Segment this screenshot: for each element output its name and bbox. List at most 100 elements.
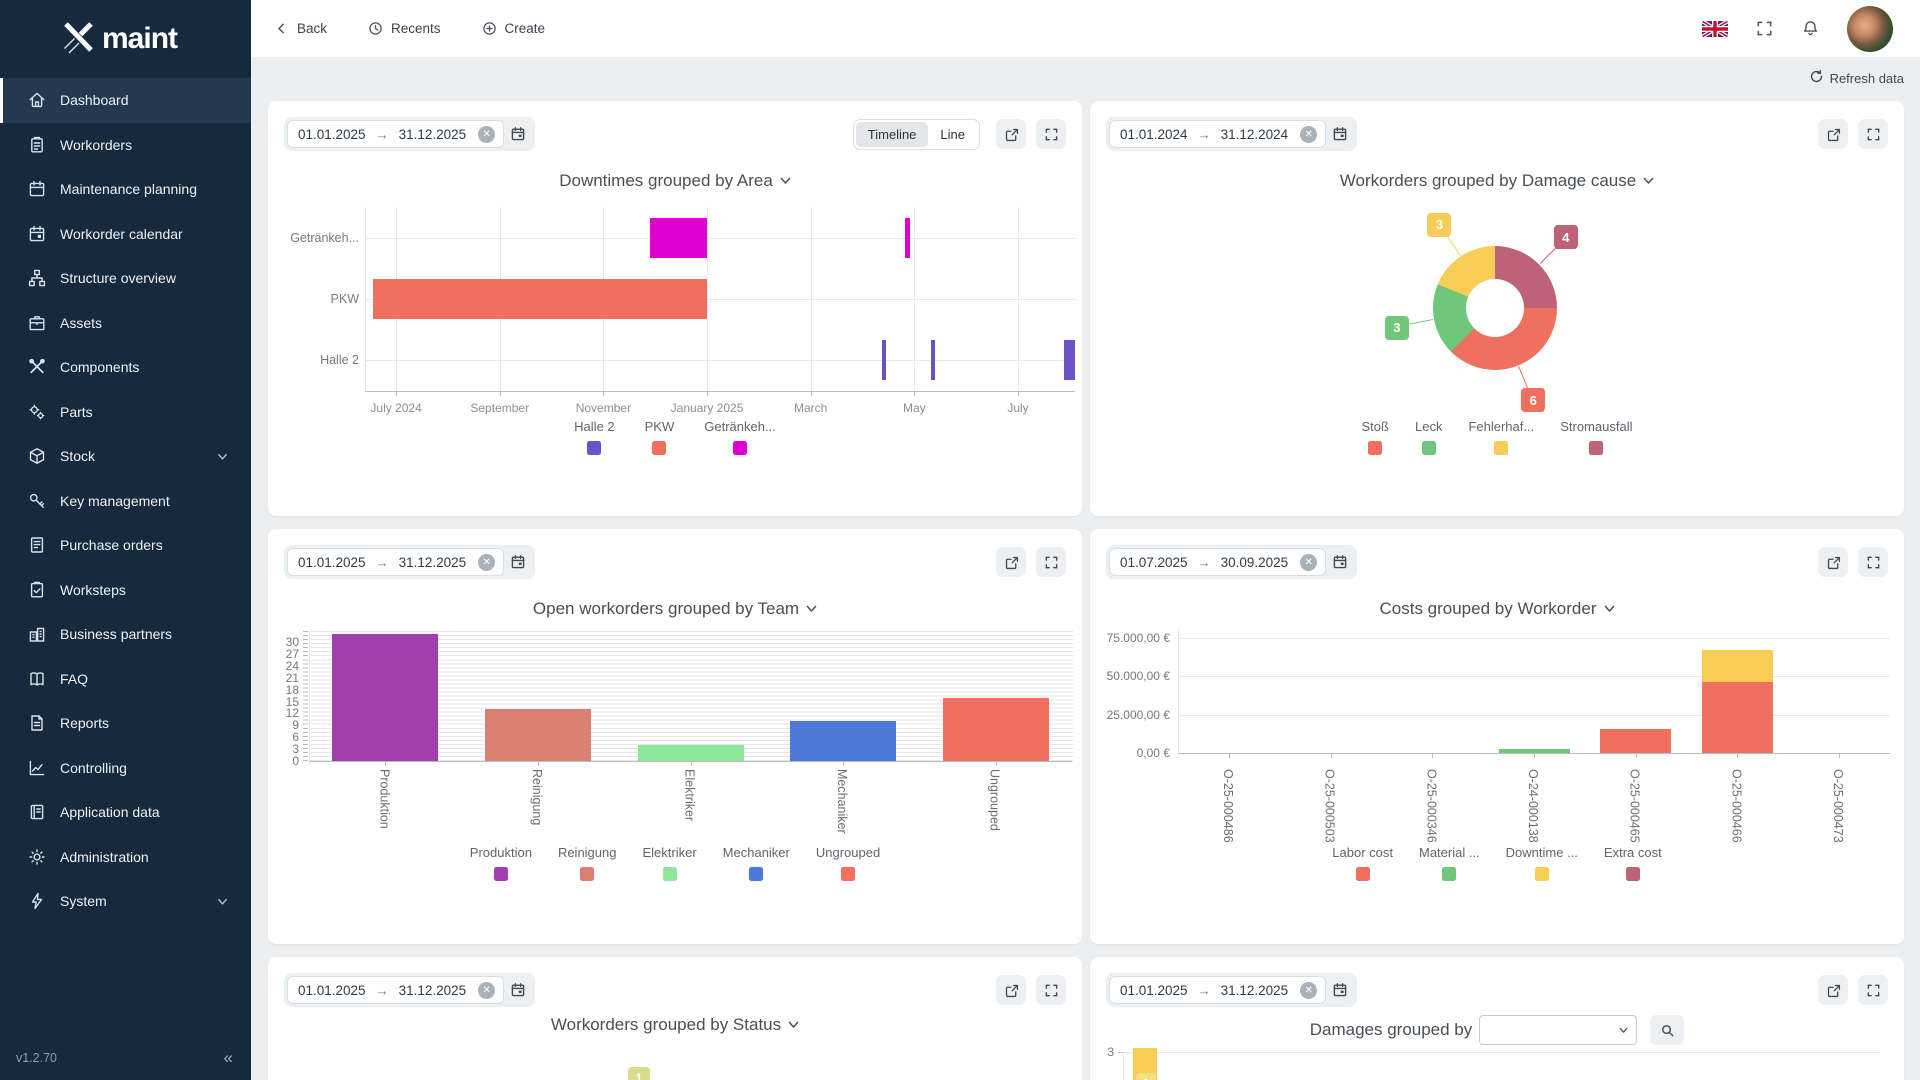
legend-item-mechaniker[interactable]: Mechaniker [723,845,790,881]
sidebar-item-maintenance-planning[interactable]: Maintenance planning [0,167,251,212]
legend-item-ungrouped[interactable]: Ungrouped [816,845,880,881]
chevron-down-icon[interactable] [788,1021,799,1029]
sidebar-item-reports[interactable]: Reports [0,701,251,746]
grouping-select[interactable] [1479,1015,1638,1045]
recents-button[interactable]: Recents [367,20,441,37]
clear-date-icon[interactable]: ✕ [1300,553,1318,571]
export-button[interactable] [996,975,1026,1005]
sidebar-collapse-button[interactable]: « [223,1048,233,1067]
legend-item-sto[interactable]: Stoß [1362,419,1389,455]
expand-button[interactable] [1036,119,1066,149]
expand-button[interactable] [1858,119,1888,149]
sidebar-item-business-partners[interactable]: Business partners [0,612,251,657]
sidebar-item-assets[interactable]: Assets [0,301,251,346]
legend-item-extra-cost[interactable]: Extra cost [1604,845,1662,881]
calendar-button[interactable] [504,976,532,1004]
legend-label: Elektriker [642,845,697,860]
legend-item-produktion[interactable]: Produktion [470,845,532,881]
sidebar-item-parts[interactable]: Parts [0,390,251,435]
legend-item-elektriker[interactable]: Elektriker [642,845,697,881]
legend-item-pkw[interactable]: PKW [645,419,674,455]
chevron-down-icon[interactable] [780,177,791,185]
legend-item-halle-2[interactable]: Halle 2 [574,419,615,455]
refresh-data-button[interactable]: Refresh data [1809,66,1904,90]
clear-date-icon[interactable]: ✕ [1300,125,1318,143]
toggle-option-line[interactable]: Line [940,126,965,142]
legend-item-fehlerhaf[interactable]: Fehlerhaf... [1468,419,1534,455]
card-costs-by-workorder: 01.07.2025 → 30.09.2025 ✕ Costs grouped by W… [1090,529,1904,944]
calendar-button[interactable] [1326,548,1354,576]
fullscreen-icon[interactable] [1755,19,1774,38]
calendar-button[interactable] [1326,976,1354,1004]
sidebar-item-purchase-orders[interactable]: Purchase orders [0,523,251,568]
chart-title: Downtimes grouped by Area [559,171,773,190]
sidebar-item-key-management[interactable]: Key management [0,479,251,524]
date-range-input[interactable]: 01.01.2025 → 31.12.2025 ✕ [287,976,505,1004]
date-range-picker: 01.01.2024 → 31.12.2024 ✕ [1106,117,1358,151]
language-flag-icon[interactable] [1702,20,1728,37]
sidebar-item-components[interactable]: Components [0,345,251,390]
export-button[interactable] [996,119,1026,149]
sidebar-item-structure-overview[interactable]: Structure overview [0,256,251,301]
export-button[interactable] [1818,547,1848,577]
back-button[interactable]: Back [273,20,327,37]
chevron-down-icon[interactable] [1643,177,1654,185]
tick-mark [810,391,812,396]
date-range-input[interactable]: 01.01.2024 → 31.12.2024 ✕ [1109,120,1327,148]
chart-workorders-by-damage-cause: 4 6 3 3 Stoß Leck Fehlerhaf... Stromausfall [1090,101,1904,516]
expand-button[interactable] [1036,547,1066,577]
user-avatar[interactable] [1847,5,1893,52]
calendar-button[interactable] [1326,120,1354,148]
chevron-down-icon[interactable] [806,605,817,613]
export-button[interactable] [1818,975,1848,1005]
gridline [365,360,1075,362]
app-logo[interactable]: maint [0,0,251,64]
sidebar-item-label: Worksteps [60,581,126,598]
legend-item-material[interactable]: Material ... [1419,845,1480,881]
legend-item-stromausfall[interactable]: Stromausfall [1560,419,1632,455]
clear-date-icon[interactable]: ✕ [478,981,496,999]
chart-open-workorders-by-team: 0 3 6 9 12 15 18 21 24 27 30 Produktion Reinigung Ele… [268,529,1082,944]
card-damages-grouped-by: 01.01.2025 → 31.12.2025 ✕ Damages grouped by… [1090,957,1904,1080]
card-header: 01.01.2025 → 31.12.2025 ✕ [1106,973,1888,1007]
chevron-down-icon[interactable] [1604,605,1615,613]
notifications-bell-icon[interactable] [1801,19,1820,38]
clear-date-icon[interactable]: ✕ [1300,981,1318,999]
legend-item-leck[interactable]: Leck [1415,419,1442,455]
clear-date-icon[interactable]: ✕ [478,125,496,143]
tick-mark [1635,753,1637,758]
expand-button[interactable] [1858,547,1888,577]
export-button[interactable] [1818,119,1848,149]
sidebar-item-controlling[interactable]: Controlling [0,746,251,791]
legend-item-labor-cost[interactable]: Labor cost [1332,845,1393,881]
toggle-option-timeline[interactable]: Timeline [855,121,929,147]
date-range-input[interactable]: 01.07.2025 → 30.09.2025 ✕ [1109,548,1327,576]
search-button[interactable] [1650,1015,1685,1045]
calendar-button[interactable] [504,120,532,148]
date-range-input[interactable]: 01.01.2025 → 31.12.2025 ✕ [287,120,505,148]
expand-button[interactable] [1036,975,1066,1005]
date-range-input[interactable]: 01.01.2025 → 31.12.2025 ✕ [287,548,505,576]
sidebar-item-application-data[interactable]: Application data [0,790,251,835]
chart-title: Workorders grouped by Status [550,1015,782,1034]
create-button[interactable]: Create [481,20,545,37]
sidebar-item-faq[interactable]: FAQ [0,657,251,702]
export-button[interactable] [996,547,1026,577]
calendar-button[interactable] [504,548,532,576]
sidebar-item-label: Maintenance planning [60,181,197,198]
legend-item-getr-nkeh[interactable]: Getränkeh... [704,419,776,455]
clear-date-icon[interactable]: ✕ [478,553,496,571]
legend-item-downtime[interactable]: Downtime ... [1506,845,1578,881]
sidebar-item-worksteps[interactable]: Worksteps [0,568,251,613]
sidebar-item-dashboard[interactable]: Dashboard [0,78,251,123]
sidebar-item-system[interactable]: System [0,879,251,924]
legend-item-reinigung[interactable]: Reinigung [558,845,616,881]
sidebar-item-administration[interactable]: Administration [0,835,251,880]
donut-value-label: 3 [1384,315,1409,340]
chart-legend: Stoß Leck Fehlerhaf... Stromausfall [1090,419,1904,455]
sidebar-item-stock[interactable]: Stock [0,434,251,479]
sidebar-item-workorder-calendar[interactable]: Workorder calendar [0,212,251,257]
date-range-input[interactable]: 01.01.2025 → 31.12.2025 ✕ [1109,976,1327,1004]
sidebar-item-workorders[interactable]: Workorders [0,123,251,168]
expand-button[interactable] [1858,975,1888,1005]
